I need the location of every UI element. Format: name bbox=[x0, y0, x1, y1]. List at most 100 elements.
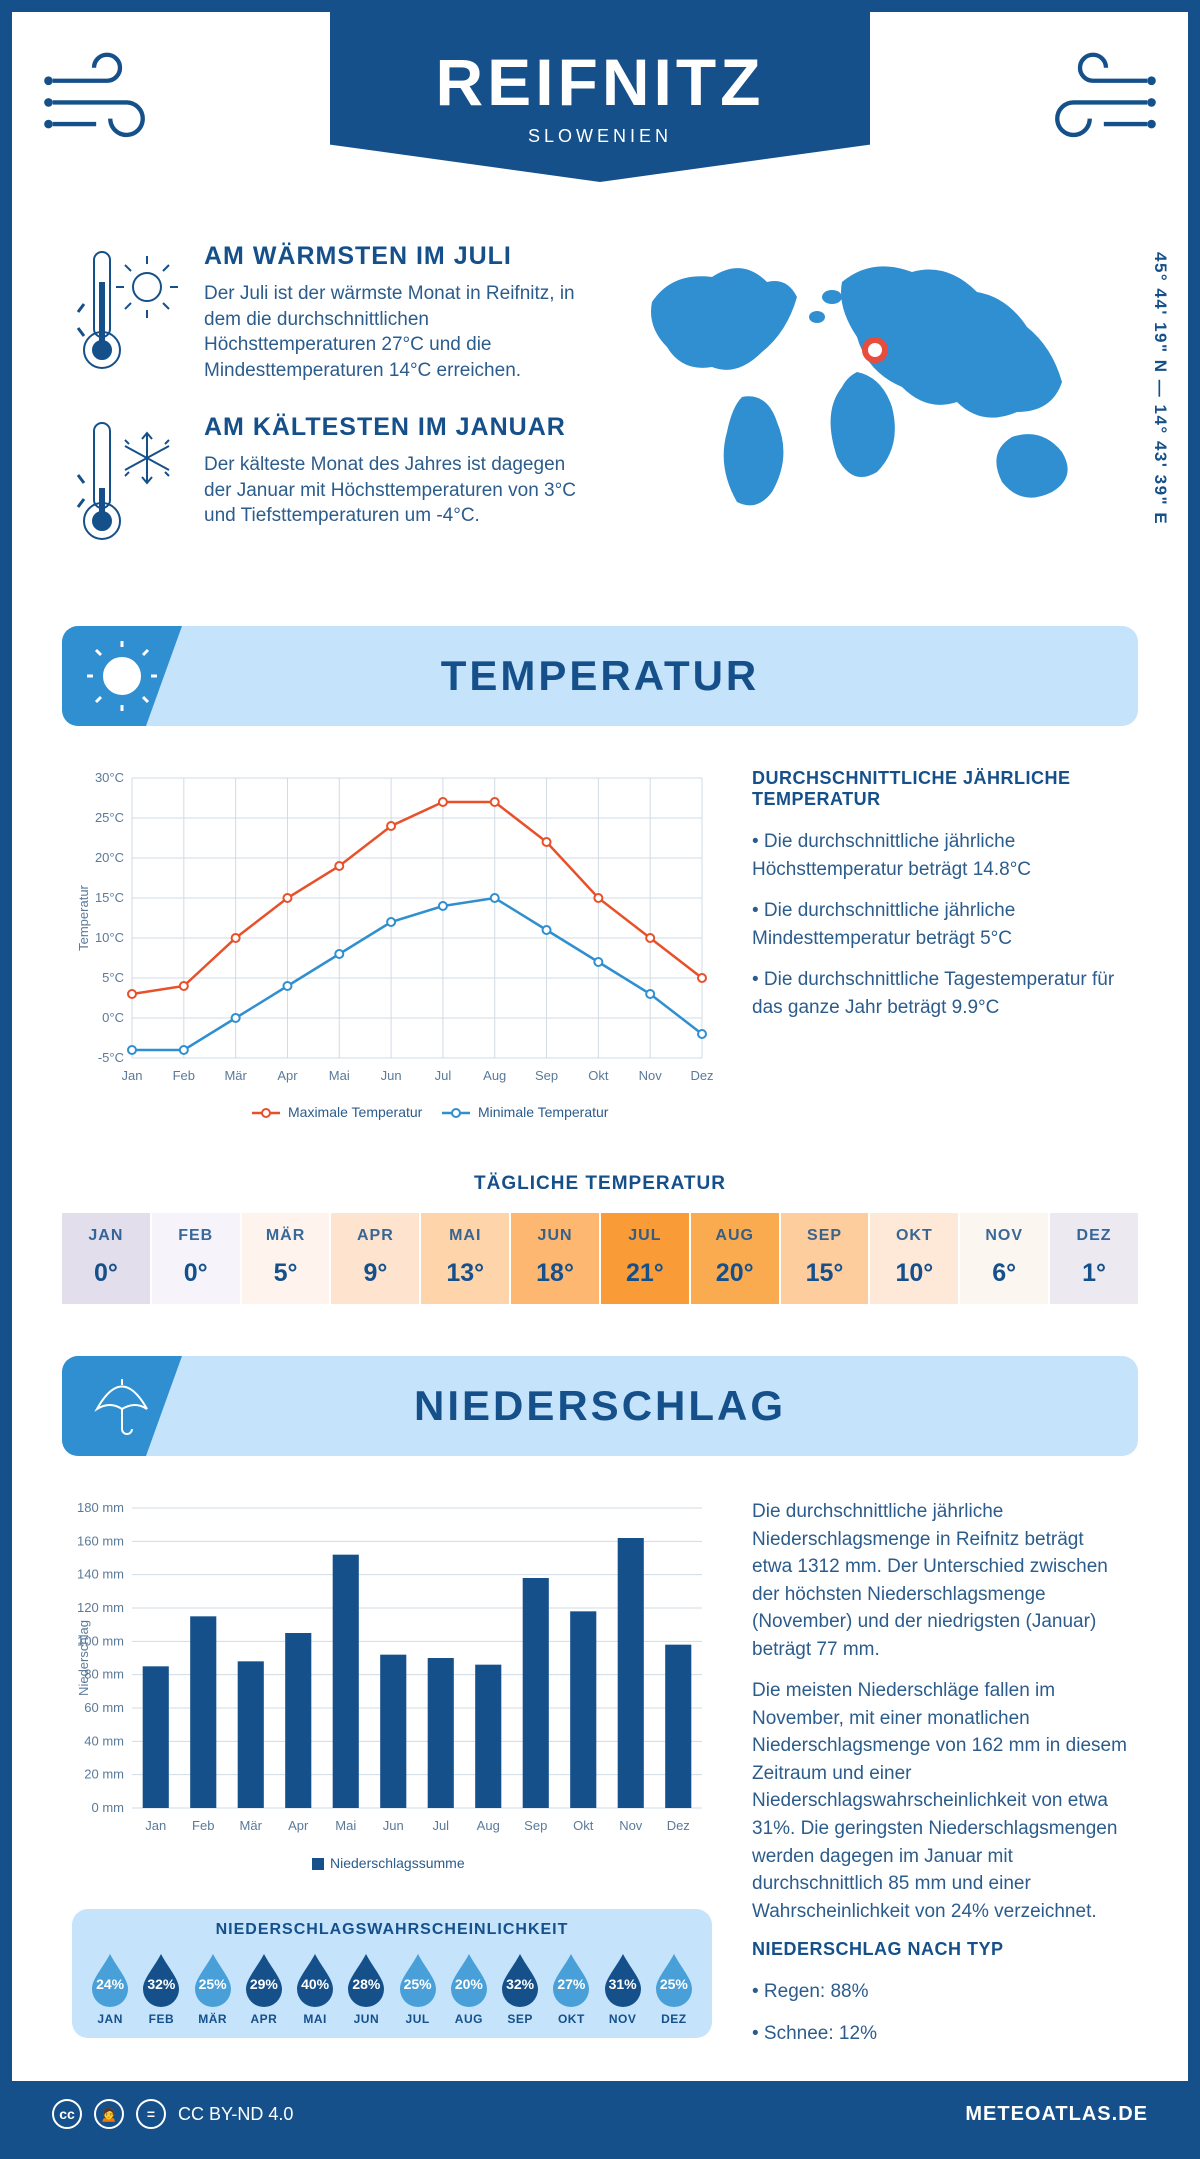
drop-pct: 40% bbox=[293, 1976, 337, 1992]
precip-info: Die durchschnittliche jährliche Niedersc… bbox=[752, 1498, 1128, 2061]
drop-pct: 20% bbox=[447, 1976, 491, 1992]
precip-prob-title: NIEDERSCHLAGSWAHRSCHEINLICHKEIT bbox=[86, 1921, 698, 1939]
svg-text:Sep: Sep bbox=[524, 1818, 547, 1833]
intro-text-column: AM WÄRMSTEN IM JULI Der Juli ist der wär… bbox=[72, 242, 592, 584]
svg-text:Niederschlagssumme: Niederschlagssumme bbox=[330, 1855, 465, 1871]
precip-prob-cell: 29%APR bbox=[240, 1951, 288, 2026]
sun-icon bbox=[62, 626, 182, 726]
daily-value: 21° bbox=[601, 1259, 689, 1288]
svg-text:Nov: Nov bbox=[619, 1818, 643, 1833]
temperature-row: -5°C0°C5°C10°C15°C20°C25°C30°CJanFebMärA… bbox=[12, 738, 1188, 1143]
svg-text:120 mm: 120 mm bbox=[77, 1600, 124, 1615]
precip-prob-cell: 25%MÄR bbox=[189, 1951, 237, 2026]
location-marker-icon bbox=[862, 337, 888, 363]
svg-text:Aug: Aug bbox=[483, 1068, 506, 1083]
svg-text:20 mm: 20 mm bbox=[84, 1767, 124, 1782]
svg-text:140 mm: 140 mm bbox=[77, 1567, 124, 1582]
coordinates: 45° 44' 19" N — 14° 43' 39" E bbox=[1150, 252, 1170, 525]
svg-text:Minimale Temperatur: Minimale Temperatur bbox=[478, 1104, 609, 1120]
drop-month: SEP bbox=[496, 2012, 544, 2026]
drop-month: DEZ bbox=[650, 2012, 698, 2026]
precip-prob-cell: 25% DEZ bbox=[650, 1951, 698, 2026]
svg-text:Okt: Okt bbox=[588, 1068, 609, 1083]
svg-text:Jan: Jan bbox=[122, 1068, 143, 1083]
svg-text:Maximale Temperatur: Maximale Temperatur bbox=[288, 1104, 423, 1120]
nd-icon: = bbox=[136, 2099, 166, 2129]
daily-value: 9° bbox=[331, 1259, 419, 1288]
drop-icon: 20% bbox=[447, 1951, 491, 2007]
cc-icon: cc bbox=[52, 2099, 82, 2129]
daily-temp-cell: JAN 0° bbox=[62, 1213, 150, 1304]
drop-icon: 31% bbox=[601, 1951, 645, 2007]
daily-temp-cell: AUG 20° bbox=[691, 1213, 779, 1304]
svg-text:-5°C: -5°C bbox=[98, 1050, 124, 1065]
svg-text:Temperatur: Temperatur bbox=[76, 884, 91, 950]
drop-pct: 32% bbox=[498, 1976, 542, 1992]
daily-temp-cell: JUN18° bbox=[511, 1213, 599, 1304]
precip-type-1: • Regen: 88% bbox=[752, 1978, 1128, 2006]
svg-text:30°C: 30°C bbox=[95, 770, 124, 785]
warmest-text: Der Juli ist der wärmste Monat in Reifni… bbox=[204, 281, 592, 384]
precip-section-bar: NIEDERSCHLAG bbox=[62, 1356, 1138, 1456]
precip-prob-row: 24%JAN32%FEB25%MÄR29%APR40%MAI28%JUN25%J… bbox=[86, 1951, 698, 2026]
temp-info-title: DURCHSCHNITTLICHE JÄHRLICHE TEMPERATUR bbox=[752, 768, 1128, 810]
wind-icon bbox=[42, 42, 172, 152]
daily-temp-cell: OKT10° bbox=[870, 1213, 958, 1304]
daily-month: SEP bbox=[781, 1227, 869, 1245]
precip-type-2: • Schnee: 12% bbox=[752, 2020, 1128, 2048]
drop-month: JAN bbox=[86, 2012, 134, 2026]
temperature-heading: TEMPERATUR bbox=[441, 652, 760, 700]
daily-value: 13° bbox=[421, 1259, 509, 1288]
coldest-title: AM KÄLTESTEN IM JANUAR bbox=[204, 413, 592, 442]
umbrella-icon bbox=[62, 1356, 182, 1456]
drop-icon: 29% bbox=[242, 1951, 286, 2007]
svg-text:5°C: 5°C bbox=[102, 970, 124, 985]
daily-value: 0° bbox=[62, 1259, 150, 1288]
city-title: REIFNITZ bbox=[330, 44, 870, 120]
daily-temp-cell: FEB0° bbox=[152, 1213, 240, 1304]
intro-section: AM WÄRMSTEN IM JULI Der Juli ist der wär… bbox=[12, 232, 1188, 614]
svg-text:60 mm: 60 mm bbox=[84, 1700, 124, 1715]
drop-month: AUG bbox=[445, 2012, 493, 2026]
daily-temp-cell: SEP15° bbox=[781, 1213, 869, 1304]
precip-chart: 0 mm20 mm40 mm60 mm80 mm100 mm120 mm140 … bbox=[72, 1498, 712, 1883]
svg-text:Dez: Dez bbox=[667, 1818, 690, 1833]
svg-text:20°C: 20°C bbox=[95, 850, 124, 865]
daily-month: AUG bbox=[691, 1227, 779, 1245]
precip-prob-cell: 32% SEP bbox=[496, 1951, 544, 2026]
svg-text:Jun: Jun bbox=[383, 1818, 404, 1833]
drop-month: MAI bbox=[291, 2012, 339, 2026]
drop-pct: 27% bbox=[549, 1976, 593, 1992]
daily-month: FEB bbox=[152, 1227, 240, 1245]
thermometer-snow-icon bbox=[72, 413, 182, 558]
daily-temp-cell: APR9° bbox=[331, 1213, 419, 1304]
drop-icon: 25% bbox=[652, 1951, 696, 2007]
daily-value: 5° bbox=[242, 1259, 330, 1288]
precip-heading: NIEDERSCHLAG bbox=[414, 1382, 786, 1430]
svg-text:Mai: Mai bbox=[329, 1068, 350, 1083]
wind-icon bbox=[1028, 42, 1158, 152]
precip-info-p2: Die meisten Niederschläge fallen im Nove… bbox=[752, 1677, 1128, 1925]
svg-text:Mär: Mär bbox=[240, 1818, 263, 1833]
drop-pct: 25% bbox=[396, 1976, 440, 1992]
svg-text:Feb: Feb bbox=[173, 1068, 195, 1083]
daily-temp-cell: MÄR5° bbox=[242, 1213, 330, 1304]
footer: cc 🙍 = CC BY-ND 4.0 METEOATLAS.DE bbox=[12, 2081, 1188, 2147]
daily-month: JUN bbox=[511, 1227, 599, 1245]
svg-text:Mär: Mär bbox=[224, 1068, 247, 1083]
temperature-chart: -5°C0°C5°C10°C15°C20°C25°C30°CJanFebMärA… bbox=[72, 768, 712, 1133]
drop-month: FEB bbox=[137, 2012, 185, 2026]
precip-prob-cell: 24%JAN bbox=[86, 1951, 134, 2026]
svg-text:Jul: Jul bbox=[432, 1818, 449, 1833]
svg-text:Mai: Mai bbox=[335, 1818, 356, 1833]
svg-text:Sep: Sep bbox=[535, 1068, 558, 1083]
coldest-text: Der kälteste Monat des Jahres ist dagege… bbox=[204, 452, 592, 529]
drop-pct: 25% bbox=[191, 1976, 235, 1992]
daily-month: MAI bbox=[421, 1227, 509, 1245]
svg-text:Feb: Feb bbox=[192, 1818, 214, 1833]
temp-info-b2: • Die durchschnittliche jährliche Mindes… bbox=[752, 897, 1128, 952]
svg-text:15°C: 15°C bbox=[95, 890, 124, 905]
daily-temp-title: TÄGLICHE TEMPERATUR bbox=[12, 1173, 1188, 1195]
daily-month: JAN bbox=[62, 1227, 150, 1245]
daily-value: 20° bbox=[691, 1259, 779, 1288]
